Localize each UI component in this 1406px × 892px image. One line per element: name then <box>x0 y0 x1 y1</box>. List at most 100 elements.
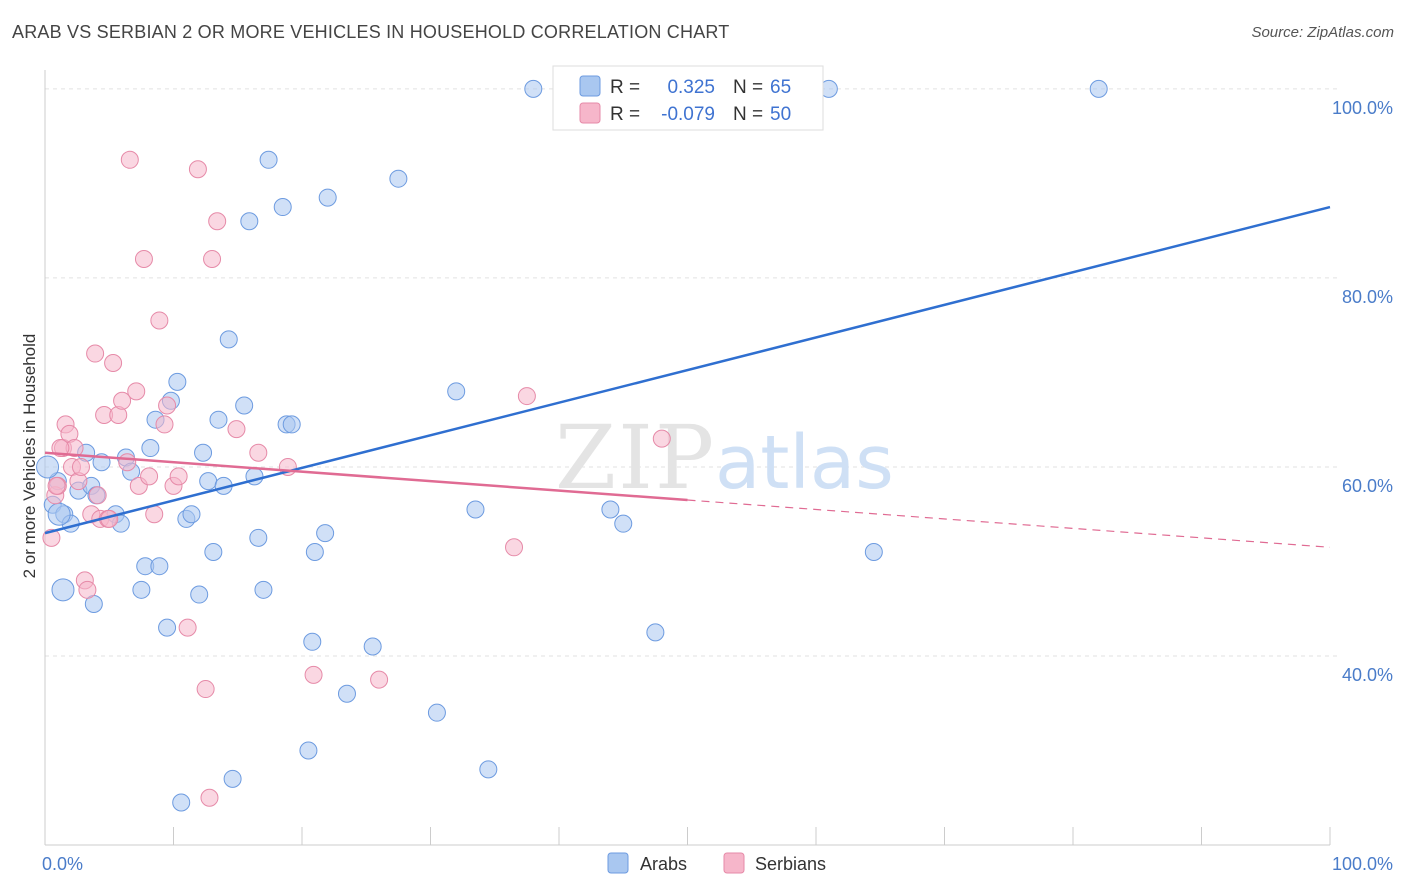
legend-n-value-arabs: 65 <box>770 77 791 98</box>
point-serbians-37 <box>227 420 246 439</box>
x-tick-label-0: 0.0% <box>42 854 83 874</box>
point-serbians-45 <box>71 457 90 476</box>
point-arabs-45 <box>316 524 335 543</box>
y-tick-label-3: 100.0% <box>1332 98 1393 118</box>
point-serbians-36 <box>208 212 227 231</box>
legend-swatch-arabs <box>579 75 601 97</box>
bottom-legend-serbians: Serbians <box>755 854 826 874</box>
source-label: Source: ZipAtlas.com <box>1251 24 1394 41</box>
point-arabs-55 <box>601 500 620 519</box>
point-arabs-4 <box>51 578 75 602</box>
point-serbians-18 <box>113 391 132 410</box>
legend-r-label-serbians: R = <box>610 104 640 125</box>
point-serbians-10 <box>78 580 97 599</box>
series-serbians-points <box>42 150 671 807</box>
legend-n-label-arabs: N = <box>733 77 763 98</box>
point-arabs-54 <box>524 79 543 98</box>
point-serbians-31 <box>178 618 197 637</box>
trend-line-serbians-extension <box>687 499 1331 548</box>
point-arabs-27 <box>199 472 218 491</box>
y-axis-label: 2 or more Vehicles in Household <box>20 334 39 579</box>
watermark-atlas: atlas <box>715 420 894 506</box>
point-serbians-34 <box>200 788 219 807</box>
legend-swatch-serbians <box>579 102 601 124</box>
point-arabs-42 <box>299 741 318 760</box>
trend-line-arabs <box>44 205 1331 535</box>
tick-labels: 40.0% 60.0% 80.0% 100.0% 0.0% 100.0% <box>42 98 1393 874</box>
trend-lines <box>44 205 1331 548</box>
point-serbians-43 <box>517 387 536 406</box>
point-arabs-47 <box>337 684 356 703</box>
y-tick-label-2: 80.0% <box>1342 287 1393 307</box>
point-serbians-44 <box>652 429 671 448</box>
y-tick-label-0: 40.0% <box>1342 665 1393 685</box>
gridlines <box>45 88 1338 657</box>
point-arabs-28 <box>204 543 223 562</box>
point-serbians-35 <box>203 250 222 269</box>
point-serbians-16 <box>104 353 123 372</box>
point-arabs-25 <box>190 585 209 604</box>
point-arabs-61 <box>1089 79 1108 98</box>
legend-r-value-serbians: -0.079 <box>661 104 715 125</box>
point-arabs-33 <box>235 396 254 415</box>
point-serbians-24 <box>140 467 159 486</box>
point-arabs-64 <box>47 502 71 526</box>
point-arabs-41 <box>282 415 301 434</box>
correlation-legend: R = 0.325 N = 65 R = -0.079 N = 50 <box>552 65 824 131</box>
point-serbians-28 <box>158 396 177 415</box>
point-serbians-40 <box>304 665 323 684</box>
legend-r-value-arabs: 0.325 <box>667 77 715 98</box>
point-arabs-60 <box>864 543 883 562</box>
point-serbians-20 <box>120 150 139 169</box>
point-arabs-21 <box>168 372 187 391</box>
bottom-legend-swatch-arabs <box>607 852 629 874</box>
point-serbians-41 <box>370 670 389 689</box>
point-arabs-14 <box>132 580 151 599</box>
point-arabs-29 <box>209 410 228 429</box>
point-arabs-50 <box>427 703 446 722</box>
point-arabs-44 <box>305 543 324 562</box>
point-serbians-48 <box>47 476 66 495</box>
point-arabs-43 <box>303 632 322 651</box>
point-serbians-12 <box>86 344 105 363</box>
point-arabs-19 <box>158 618 177 637</box>
point-serbians-33 <box>196 680 215 699</box>
point-arabs-32 <box>223 769 242 788</box>
point-arabs-16 <box>141 439 160 458</box>
point-arabs-63 <box>36 455 60 479</box>
point-arabs-53 <box>479 760 498 779</box>
y-tick-label-1: 60.0% <box>1342 476 1393 496</box>
point-arabs-58 <box>646 623 665 642</box>
point-arabs-56 <box>614 514 633 533</box>
point-serbians-26 <box>150 311 169 330</box>
point-arabs-48 <box>363 637 382 656</box>
point-arabs-52 <box>466 500 485 519</box>
point-serbians-21 <box>127 382 146 401</box>
point-arabs-37 <box>254 580 273 599</box>
point-serbians-46 <box>51 439 70 458</box>
point-arabs-31 <box>219 330 238 349</box>
bottom-legend-arabs: Arabs <box>640 854 687 874</box>
point-serbians-23 <box>134 250 153 269</box>
point-serbians-42 <box>505 538 524 557</box>
series-arabs-points <box>36 79 1108 812</box>
point-serbians-32 <box>188 160 207 179</box>
point-arabs-51 <box>447 382 466 401</box>
legend-n-label-serbians: N = <box>733 104 763 125</box>
point-arabs-18 <box>150 557 169 576</box>
watermark-zip: ZIP <box>555 406 716 509</box>
point-serbians-25 <box>145 505 164 524</box>
bottom-legend-swatch-serbians <box>723 852 745 874</box>
point-arabs-39 <box>273 198 292 217</box>
series-legend: Arabs Serbians <box>607 852 826 874</box>
point-arabs-34 <box>240 212 259 231</box>
legend-n-value-serbians: 50 <box>770 104 791 125</box>
point-arabs-22 <box>172 793 191 812</box>
point-arabs-26 <box>194 443 213 462</box>
point-serbians-19 <box>118 453 137 472</box>
trend-line-serbians <box>44 451 688 502</box>
point-serbians-47 <box>88 486 107 505</box>
point-arabs-46 <box>318 188 337 207</box>
legend-r-label-arabs: R = <box>610 77 640 98</box>
